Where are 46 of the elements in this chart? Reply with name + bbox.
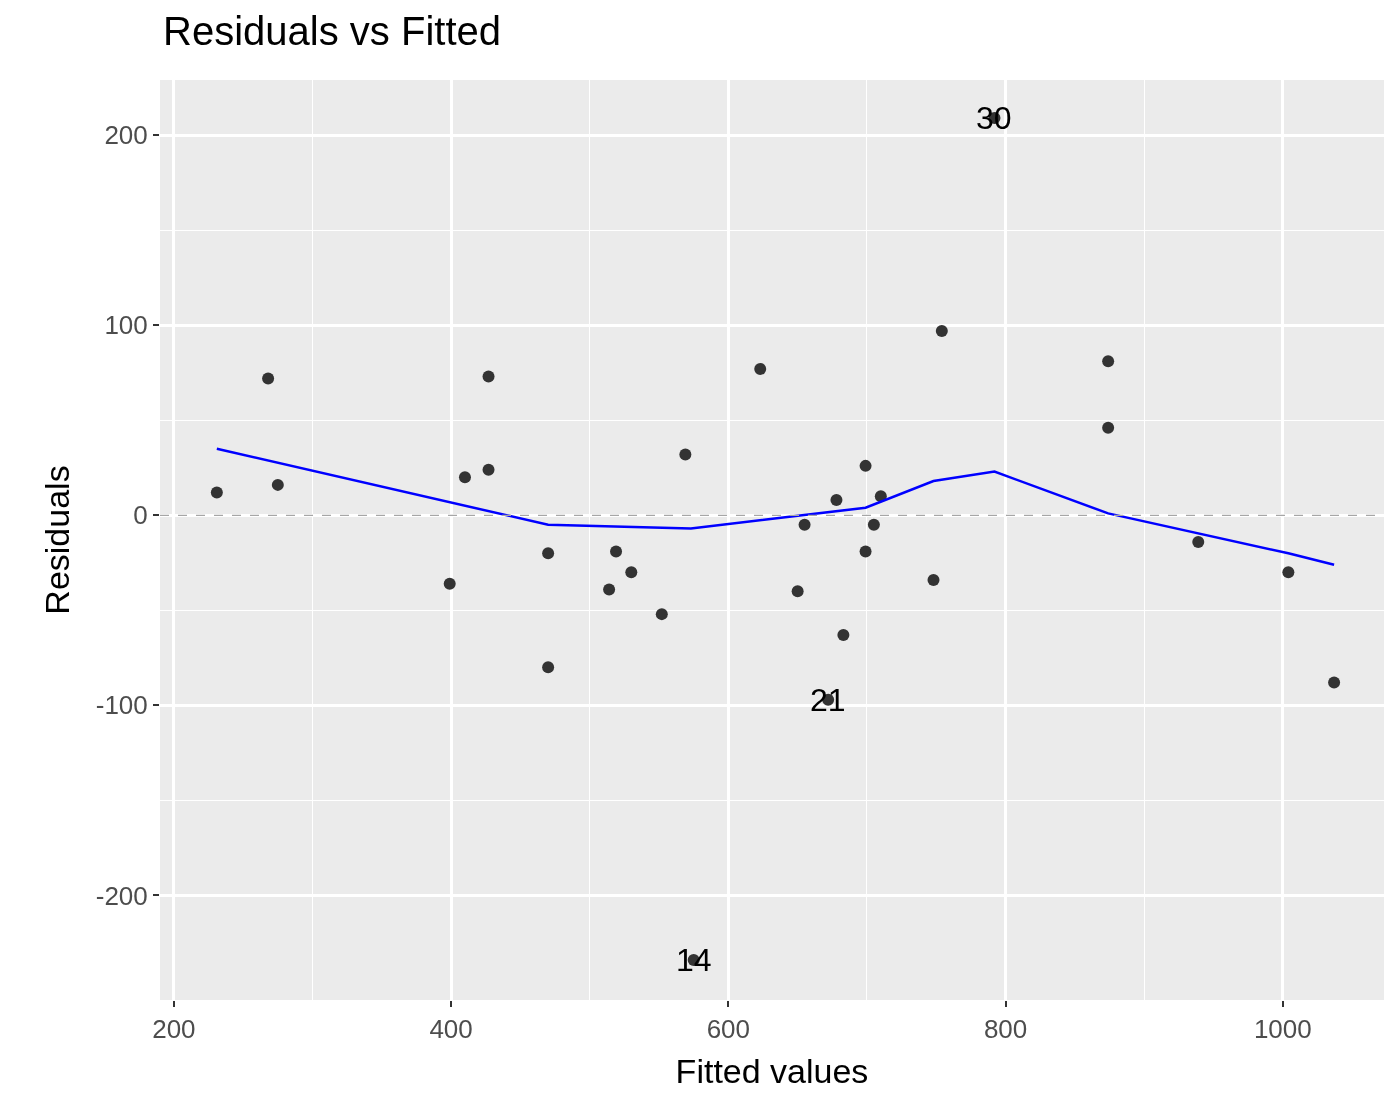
point xyxy=(271,478,284,491)
point xyxy=(935,324,948,337)
point xyxy=(482,463,495,476)
point xyxy=(1328,676,1341,689)
y-tick-label: -200 xyxy=(95,880,148,911)
point xyxy=(458,471,471,484)
x-axis-title: Fitted values xyxy=(675,1051,869,1090)
point xyxy=(679,448,692,461)
point xyxy=(1102,421,1115,434)
point xyxy=(927,573,940,586)
y-tick-label: 100 xyxy=(104,310,148,341)
annotation: 30 xyxy=(976,100,1012,136)
x-tick-label: 200 xyxy=(152,1014,196,1045)
y-tick-label: 0 xyxy=(133,500,148,531)
point xyxy=(262,372,275,385)
x-tick-label: 1000 xyxy=(1253,1014,1312,1045)
point xyxy=(542,547,555,560)
x-tick-label: 800 xyxy=(983,1014,1028,1045)
point xyxy=(798,518,811,531)
x-tick-label: 400 xyxy=(429,1014,473,1045)
point xyxy=(625,566,638,579)
y-tick-label: -100 xyxy=(95,690,148,721)
point xyxy=(754,362,767,375)
point xyxy=(655,608,668,621)
point xyxy=(542,661,555,674)
y-axis-title: Residuals xyxy=(38,465,77,615)
annotation: 14 xyxy=(676,942,712,978)
point xyxy=(830,494,843,507)
point xyxy=(859,459,872,472)
point xyxy=(610,545,623,558)
x-tick-label: 600 xyxy=(706,1014,751,1045)
line-series xyxy=(215,447,1336,566)
point xyxy=(210,486,223,499)
annotation: 21 xyxy=(810,682,846,718)
point xyxy=(482,370,495,383)
point xyxy=(1192,535,1205,548)
point xyxy=(867,518,880,531)
chart-title: Residuals vs Fitted xyxy=(163,8,502,53)
point xyxy=(603,583,616,596)
y-tick-label: 200 xyxy=(104,120,148,151)
point xyxy=(1102,355,1115,368)
point xyxy=(859,545,872,558)
point xyxy=(837,629,850,642)
point xyxy=(791,585,804,598)
point xyxy=(1282,566,1295,579)
point xyxy=(443,577,456,590)
